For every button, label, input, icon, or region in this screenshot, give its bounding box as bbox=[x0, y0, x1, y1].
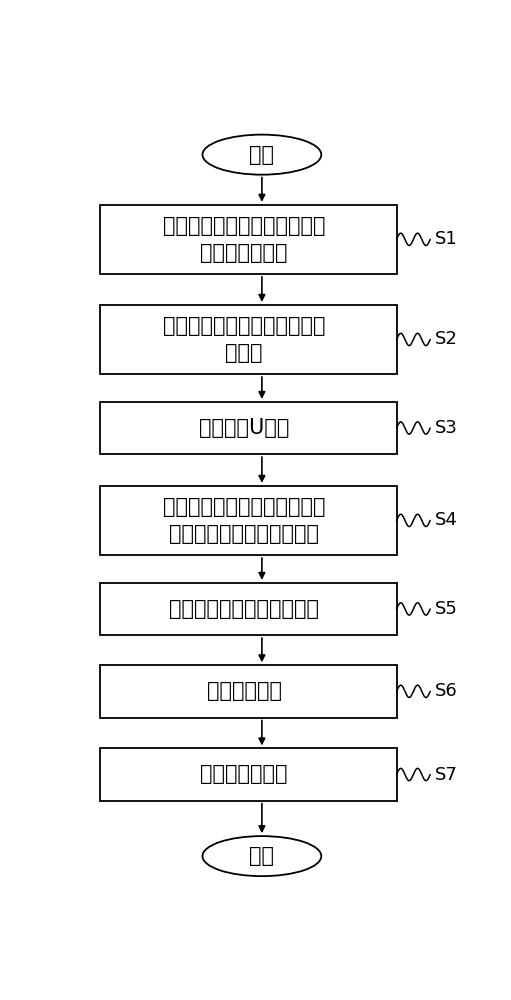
Text: S7: S7 bbox=[435, 766, 458, 784]
Text: 形成第二栅介质层和控制栅: 形成第二栅介质层和控制栅 bbox=[169, 599, 319, 619]
Text: S1: S1 bbox=[435, 230, 458, 248]
Ellipse shape bbox=[202, 836, 321, 876]
Text: 刻蚀形成U型槽: 刻蚀形成U型槽 bbox=[199, 418, 289, 438]
Text: S2: S2 bbox=[435, 330, 458, 348]
FancyBboxPatch shape bbox=[100, 583, 397, 635]
Text: 形成第一栅介质层、第一半导
体层、第二半导体层和浮栅: 形成第一栅介质层、第一半导 体层、第二半导体层和浮栅 bbox=[163, 497, 326, 544]
Text: 形成栅极侧墙: 形成栅极侧墙 bbox=[206, 681, 282, 701]
Ellipse shape bbox=[202, 135, 321, 175]
Text: 在第一掺杂类型的半导体衬底
表面生长氧化层: 在第一掺杂类型的半导体衬底 表面生长氧化层 bbox=[163, 216, 326, 263]
FancyBboxPatch shape bbox=[100, 486, 397, 555]
FancyBboxPatch shape bbox=[100, 748, 397, 801]
FancyBboxPatch shape bbox=[100, 665, 397, 718]
Text: S6: S6 bbox=[435, 682, 458, 700]
FancyBboxPatch shape bbox=[100, 205, 397, 274]
Text: S5: S5 bbox=[435, 600, 458, 618]
FancyBboxPatch shape bbox=[100, 402, 397, 454]
Text: 开始: 开始 bbox=[249, 145, 274, 165]
Text: S4: S4 bbox=[435, 511, 458, 529]
Text: 结束: 结束 bbox=[249, 846, 274, 866]
Text: 形成源区和漏区: 形成源区和漏区 bbox=[200, 764, 288, 784]
Text: S3: S3 bbox=[435, 419, 458, 437]
Text: 形成具有第二掺杂类型的半浮
栅阱区: 形成具有第二掺杂类型的半浮 栅阱区 bbox=[163, 316, 326, 363]
FancyBboxPatch shape bbox=[100, 305, 397, 374]
